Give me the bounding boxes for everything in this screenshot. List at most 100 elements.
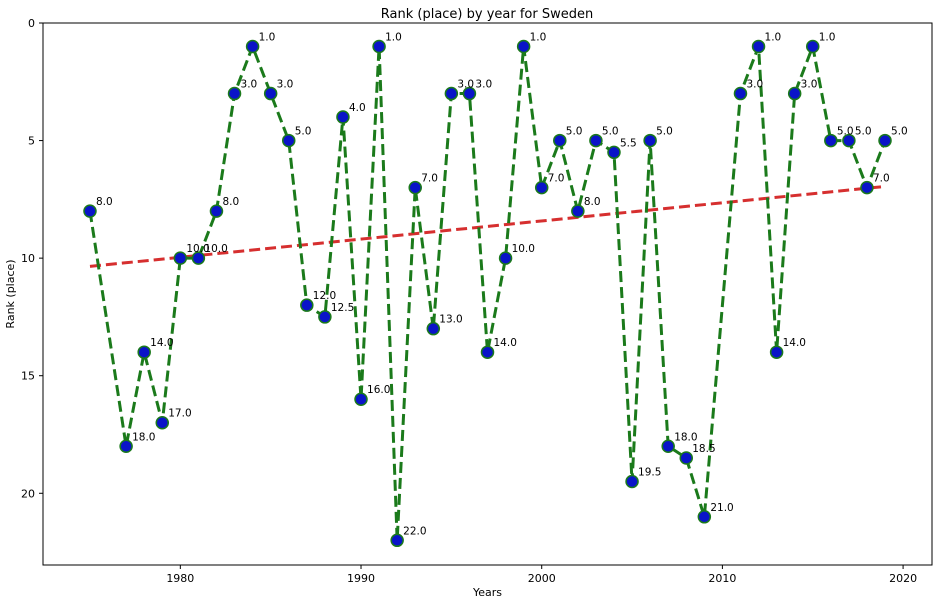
- x-tick-label: 1980: [166, 572, 194, 585]
- data-point-marker: [697, 510, 712, 524]
- data-point-label: 8.0: [584, 196, 601, 208]
- data-point-label: 3.0: [801, 79, 818, 91]
- data-point-marker: [462, 86, 477, 101]
- x-tick-label: 2010: [708, 572, 736, 585]
- y-axis: 0 5 10 15 20: [21, 17, 43, 500]
- data-point-marker: [336, 110, 350, 124]
- y-tick-label: 10: [21, 252, 35, 265]
- data-point-label: 13.0: [439, 314, 462, 326]
- data-point-label: 5.0: [602, 126, 619, 138]
- data-point-label: 19.5: [638, 467, 661, 479]
- data-point-marker: [83, 204, 97, 218]
- trend-line-layer: [89, 184, 886, 268]
- data-point-label: 1.0: [765, 32, 782, 44]
- data-point-marker: [824, 133, 838, 148]
- data-point-label: 10.0: [204, 243, 227, 255]
- data-point-marker: [534, 180, 549, 195]
- data-point-marker: [679, 451, 694, 465]
- data-point-marker: [787, 86, 802, 101]
- y-tick-label: 5: [28, 135, 35, 148]
- data-point-marker: [589, 133, 603, 148]
- data-point-marker: [480, 345, 495, 359]
- data-point-marker: [643, 133, 657, 148]
- data-point-marker: [155, 415, 170, 430]
- data-point-marker: [119, 439, 133, 454]
- data-point-marker: [444, 86, 459, 101]
- data-point-label: 5.0: [891, 126, 908, 138]
- data-point-marker: [733, 86, 748, 101]
- data-point-label: 3.0: [277, 79, 294, 91]
- data-point-label: 21.0: [710, 502, 733, 514]
- data-point-marker: [805, 39, 820, 54]
- data-point-marker: [137, 345, 151, 359]
- series-line: [88, 45, 887, 542]
- data-point-marker: [769, 345, 784, 359]
- data-point-label: 3.0: [457, 79, 474, 91]
- x-axis: 1980 1990 2000 2010 2020: [166, 565, 917, 585]
- trend-line: [89, 184, 886, 268]
- data-point-marker: [354, 392, 368, 406]
- x-tick-label: 1990: [347, 572, 375, 585]
- data-point-label: 3.0: [475, 79, 492, 91]
- x-axis-label: Years: [472, 586, 502, 599]
- data-point-marker: [751, 39, 766, 54]
- marker-layer: [83, 39, 892, 548]
- plot-frame: [42, 22, 933, 566]
- data-point-label: 10.0: [512, 243, 535, 255]
- series-line-layer: [88, 45, 887, 542]
- data-point-label: 4.0: [349, 102, 366, 114]
- data-point-label: 8.0: [222, 196, 239, 208]
- data-point-marker: [426, 321, 441, 336]
- data-point-marker: [372, 39, 386, 54]
- data-point-marker: [227, 86, 242, 101]
- data-point-marker: [281, 133, 296, 148]
- y-axis-label: Rank (place): [4, 259, 17, 328]
- data-point-marker: [245, 39, 260, 54]
- data-point-marker: [318, 310, 332, 324]
- data-point-label: 1.0: [385, 32, 402, 44]
- data-point-label: 14.0: [494, 337, 517, 349]
- data-point-marker: [553, 133, 567, 148]
- y-tick-label: 20: [21, 487, 35, 500]
- data-point-marker: [625, 474, 639, 489]
- data-point-label: 7.0: [548, 173, 565, 185]
- data-point-label: 22.0: [403, 525, 426, 537]
- data-point-label: 1.0: [530, 32, 547, 44]
- data-point-label: 5.0: [656, 126, 673, 138]
- data-point-label: 17.0: [168, 408, 191, 420]
- data-point-label: 7.0: [421, 173, 438, 185]
- data-point-label: 5.0: [295, 126, 312, 138]
- data-point-marker: [571, 204, 585, 218]
- data-point-label: 3.0: [746, 79, 763, 91]
- data-point-label: 18.5: [692, 443, 715, 455]
- x-tick-label: 2020: [889, 572, 917, 585]
- data-point-label: 3.0: [241, 79, 258, 91]
- data-point-marker: [607, 145, 621, 160]
- data-point-marker: [498, 251, 513, 265]
- chart-title: Rank (place) by year for Sweden: [381, 7, 593, 22]
- data-point-label: 18.0: [132, 431, 155, 443]
- data-point-label: 5.0: [837, 126, 854, 138]
- data-point-marker: [842, 133, 856, 148]
- data-point-label: 5.0: [566, 126, 583, 138]
- data-point-marker: [860, 180, 874, 195]
- data-point-label: 1.0: [259, 32, 276, 44]
- data-point-marker: [173, 251, 188, 265]
- data-point-marker: [661, 439, 675, 454]
- data-point-marker: [878, 133, 892, 148]
- y-tick-label: 0: [28, 17, 35, 30]
- data-point-label: 7.0: [873, 173, 890, 185]
- data-label-layer: 8.0 18.0 14.0 17.0 10.0 10.0 8.0 3.0 1.0 3.0 5.0 12…: [96, 32, 908, 538]
- y-tick-label: 15: [21, 370, 35, 383]
- data-point-label: 1.0: [819, 32, 836, 44]
- data-point-label: 12.5: [331, 302, 354, 314]
- data-point-label: 5.5: [620, 137, 637, 149]
- data-point-label: 16.0: [367, 384, 390, 396]
- data-point-marker: [408, 180, 422, 195]
- data-point-label: 14.0: [150, 337, 173, 349]
- data-point-label: 14.0: [783, 337, 806, 349]
- data-point-marker: [209, 204, 224, 218]
- data-point-label: 12.0: [313, 290, 336, 302]
- data-point-marker: [263, 86, 278, 101]
